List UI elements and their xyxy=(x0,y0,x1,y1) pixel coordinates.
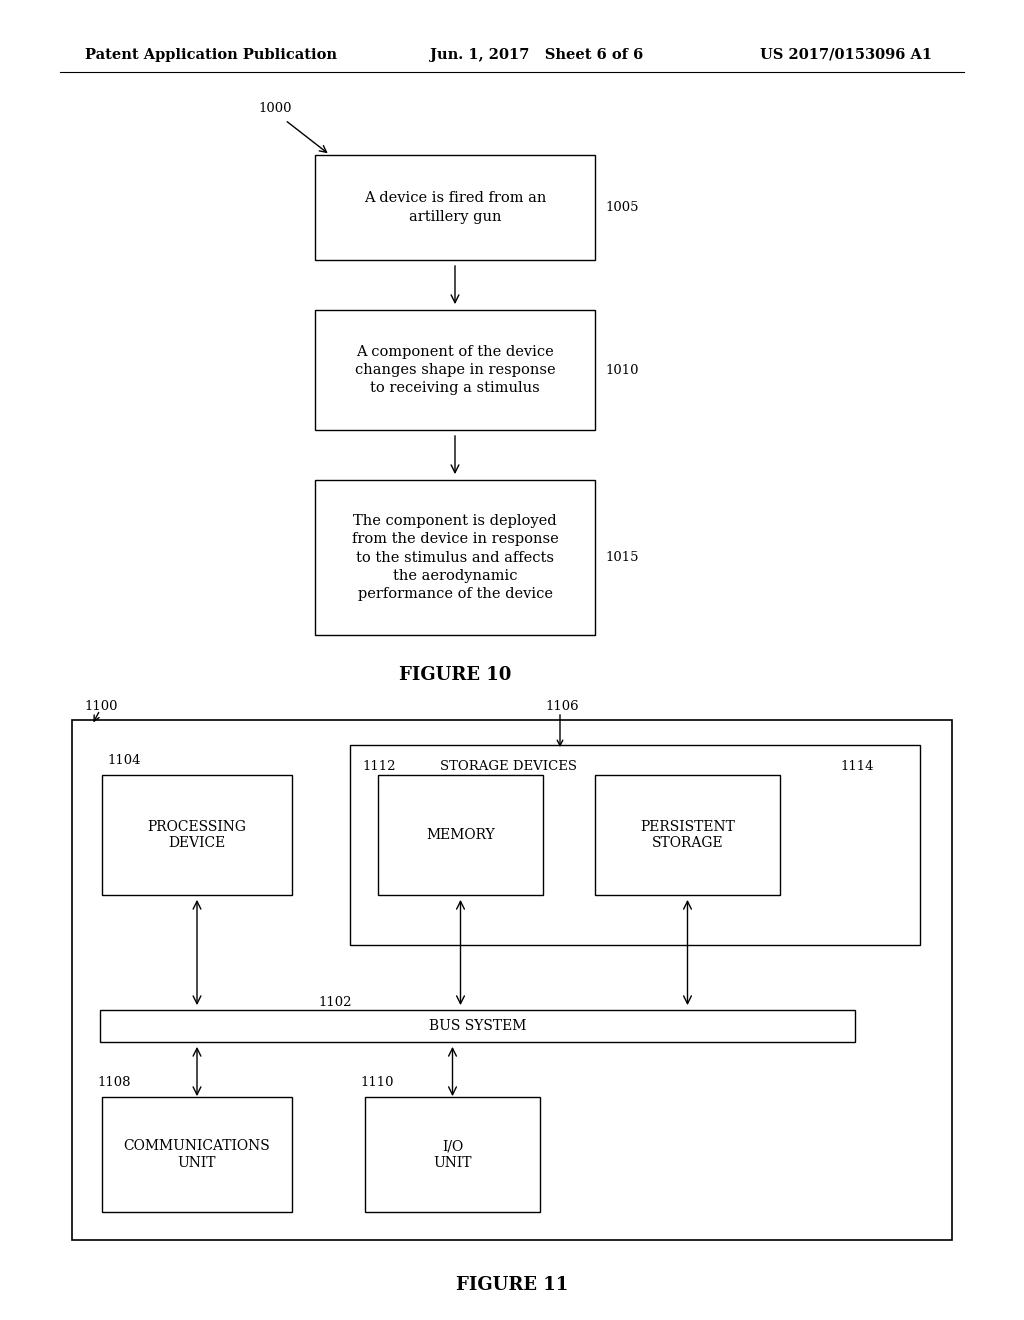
Text: MEMORY: MEMORY xyxy=(426,828,495,842)
Text: Jun. 1, 2017   Sheet 6 of 6: Jun. 1, 2017 Sheet 6 of 6 xyxy=(430,48,643,62)
Bar xyxy=(595,775,780,895)
Text: 1110: 1110 xyxy=(360,1076,393,1089)
Text: Patent Application Publication: Patent Application Publication xyxy=(85,48,337,62)
Text: 1015: 1015 xyxy=(605,550,639,564)
Text: STORAGE DEVICES: STORAGE DEVICES xyxy=(440,760,577,774)
Text: 1102: 1102 xyxy=(318,995,351,1008)
Text: 1100: 1100 xyxy=(84,700,118,713)
Bar xyxy=(315,480,595,635)
Text: A device is fired from an
artillery gun: A device is fired from an artillery gun xyxy=(364,191,546,223)
Text: 1010: 1010 xyxy=(605,363,639,376)
Text: FIGURE 10: FIGURE 10 xyxy=(398,667,511,684)
Bar xyxy=(315,154,595,260)
Text: PERSISTENT
STORAGE: PERSISTENT STORAGE xyxy=(640,820,735,850)
Text: The component is deployed
from the device in response
to the stimulus and affect: The component is deployed from the devic… xyxy=(351,513,558,602)
Bar xyxy=(315,310,595,430)
Bar xyxy=(102,1097,292,1212)
Text: COMMUNICATIONS
UNIT: COMMUNICATIONS UNIT xyxy=(124,1139,270,1170)
Text: FIGURE 11: FIGURE 11 xyxy=(456,1276,568,1294)
Text: PROCESSING
DEVICE: PROCESSING DEVICE xyxy=(147,820,247,850)
Text: 1108: 1108 xyxy=(97,1076,130,1089)
Bar xyxy=(350,744,920,945)
Text: A component of the device
changes shape in response
to receiving a stimulus: A component of the device changes shape … xyxy=(354,345,555,396)
Text: 1000: 1000 xyxy=(258,102,292,115)
Text: US 2017/0153096 A1: US 2017/0153096 A1 xyxy=(760,48,932,62)
Bar xyxy=(72,719,952,1239)
Bar xyxy=(365,1097,540,1212)
Text: 1106: 1106 xyxy=(545,700,579,713)
Text: 1114: 1114 xyxy=(840,760,873,774)
Text: 1112: 1112 xyxy=(362,760,395,774)
Bar xyxy=(102,775,292,895)
Text: BUS SYSTEM: BUS SYSTEM xyxy=(429,1019,526,1034)
Text: I/O
UNIT: I/O UNIT xyxy=(433,1139,472,1170)
Bar xyxy=(378,775,543,895)
Text: 1104: 1104 xyxy=(106,754,140,767)
Bar xyxy=(100,1010,855,1041)
Text: 1005: 1005 xyxy=(605,201,639,214)
